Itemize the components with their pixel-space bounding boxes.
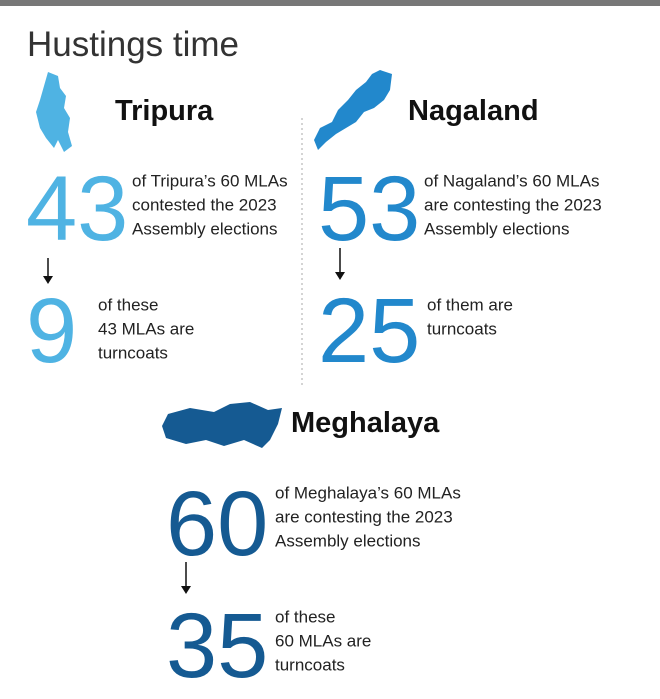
stat-number: 9 — [26, 280, 77, 382]
stat-number: 53 — [318, 158, 420, 260]
stat-text: contested the 2023 — [132, 195, 277, 214]
stat-number: 60 — [166, 473, 268, 575]
arrow-head — [43, 276, 53, 284]
state-name: Tripura — [115, 95, 214, 127]
stat-text: turncoats — [275, 655, 345, 674]
stat-text: Assembly elections — [132, 219, 278, 238]
stat-text: of Meghalaya’s 60 MLAs — [275, 483, 461, 502]
stat-text: of these — [98, 295, 159, 314]
stat-text: of Tripura’s 60 MLAs — [132, 171, 288, 190]
stat-number: 43 — [26, 158, 128, 260]
stat-text: 43 MLAs are — [98, 319, 194, 338]
stat-number: 35 — [166, 595, 268, 697]
tripura-map — [36, 72, 72, 152]
stat-text: turncoats — [98, 343, 168, 362]
stat-text: are contesting the 2023 — [275, 507, 453, 526]
meghalaya-map — [162, 402, 282, 448]
stat-text: 60 MLAs are — [275, 631, 371, 650]
arrow-head — [181, 586, 191, 594]
stat-text: turncoats — [427, 319, 497, 338]
arrow-head — [335, 272, 345, 280]
stat-text: Assembly elections — [424, 219, 570, 238]
stat-text: are contesting the 2023 — [424, 195, 602, 214]
state-name: Nagaland — [408, 95, 539, 127]
stat-text: of Nagaland’s 60 MLAs — [424, 171, 599, 190]
nagaland-map — [314, 70, 392, 150]
stat-text: of these — [275, 607, 336, 626]
stat-text: Assembly elections — [275, 531, 421, 550]
state-name: Meghalaya — [291, 407, 440, 439]
top-bar — [0, 0, 660, 6]
stat-number: 25 — [318, 280, 420, 382]
stat-text: of them are — [427, 295, 513, 314]
title: Hustings time — [27, 25, 239, 64]
